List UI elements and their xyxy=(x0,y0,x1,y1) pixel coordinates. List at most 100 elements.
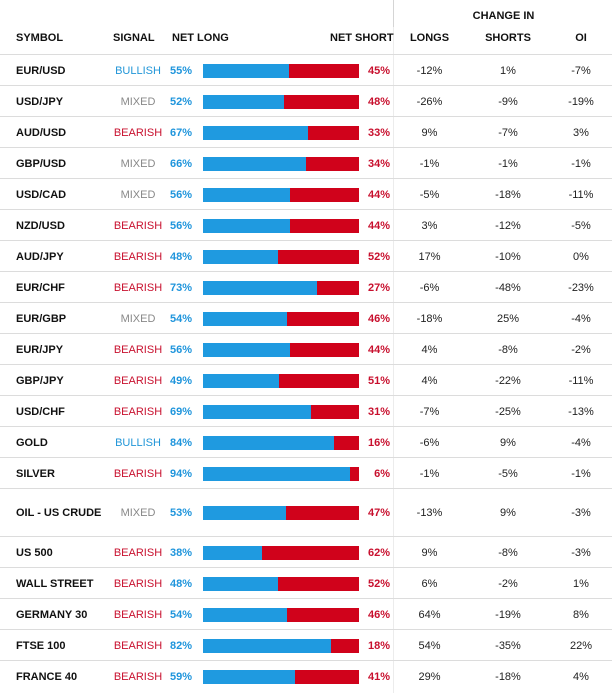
symbol-cell[interactable]: WALL STREET xyxy=(16,577,94,590)
symbol-cell[interactable]: GOLD xyxy=(16,436,48,449)
oi-change-cell: -3% xyxy=(571,507,591,519)
table-row[interactable]: EUR/JPY BEARISH 56% 44% 4% -8% -2% xyxy=(0,333,612,365)
symbol-cell[interactable]: SILVER xyxy=(16,467,55,480)
signal-cell: BEARISH xyxy=(113,670,163,683)
net-short-percent: 44% xyxy=(367,219,390,232)
net-long-bar-fill xyxy=(203,125,308,140)
symbol-cell[interactable]: AUD/USD xyxy=(16,126,67,139)
net-position-bar xyxy=(203,576,359,591)
oi-change-cell: -19% xyxy=(568,95,594,108)
longs-change-cell: -7% xyxy=(419,405,440,418)
symbol-cell[interactable]: GBP/JPY xyxy=(16,374,64,387)
symbol-cell[interactable]: EUR/USD xyxy=(16,64,66,77)
symbol-cell[interactable]: EUR/JPY xyxy=(16,343,64,356)
oi-change-cell: -4% xyxy=(571,312,591,325)
longs-change-cell: -12% xyxy=(416,64,443,77)
net-short-percent: 44% xyxy=(367,188,390,201)
table-row[interactable]: USD/CHF BEARISH 69% 31% -7% -25% -13% xyxy=(0,395,612,427)
table-row[interactable]: FTSE 100 BEARISH 82% 18% 54% -35% 22% xyxy=(0,629,612,661)
symbol-cell[interactable]: USD/CHF xyxy=(16,405,65,418)
change-group-divider xyxy=(393,27,394,693)
net-long-percent: 67% xyxy=(170,126,193,139)
net-position-bar xyxy=(203,94,359,109)
longs-change-cell: 17% xyxy=(418,250,441,263)
net-long-column-header[interactable]: NET LONG xyxy=(172,32,229,44)
net-long-percent: 49% xyxy=(170,374,193,387)
symbol-cell[interactable]: GBP/USD xyxy=(16,157,67,170)
net-long-bar-fill xyxy=(203,280,317,295)
shorts-change-cell: -9% xyxy=(498,95,518,108)
symbol-cell[interactable]: USD/CAD xyxy=(16,188,67,201)
table-row[interactable]: GBP/JPY BEARISH 49% 51% 4% -22% -11% xyxy=(0,364,612,396)
signal-cell: MIXED xyxy=(120,95,156,108)
net-long-percent: 56% xyxy=(170,188,193,201)
table-row[interactable]: AUD/JPY BEARISH 48% 52% 17% -10% 0% xyxy=(0,240,612,272)
table-row[interactable]: AUD/USD BEARISH 67% 33% 9% -7% 3% xyxy=(0,116,612,148)
oi-change-cell: 1% xyxy=(573,577,589,590)
net-position-bar xyxy=(203,669,359,684)
oi-change-cell: -3% xyxy=(571,546,591,559)
longs-change-cell: 9% xyxy=(421,546,438,559)
net-short-percent: 45% xyxy=(367,64,390,77)
net-long-bar-fill xyxy=(203,669,296,684)
signal-cell: BEARISH xyxy=(113,250,163,263)
table-row[interactable]: NZD/USD BEARISH 56% 44% 3% -12% -5% xyxy=(0,209,612,241)
net-short-percent: 41% xyxy=(367,670,390,683)
oi-change-cell: 0% xyxy=(573,250,589,263)
net-long-bar-fill xyxy=(203,311,288,326)
table-row[interactable]: WALL STREET BEARISH 48% 52% 6% -2% 1% xyxy=(0,567,612,599)
table-row[interactable]: GERMANY 30 BEARISH 54% 46% 64% -19% 8% xyxy=(0,598,612,630)
symbol-cell[interactable]: EUR/GBP xyxy=(16,312,67,325)
table-row[interactable]: EUR/CHF BEARISH 73% 27% -6% -48% -23% xyxy=(0,271,612,303)
symbol-cell[interactable]: AUD/JPY xyxy=(16,250,64,263)
net-long-percent: 38% xyxy=(170,546,193,559)
net-long-percent: 56% xyxy=(170,219,193,232)
net-short-column-header[interactable]: NET SHORT xyxy=(330,32,394,44)
table-row[interactable]: US 500 BEARISH 38% 62% 9% -8% -3% xyxy=(0,536,612,568)
net-position-bar xyxy=(203,280,359,295)
shorts-change-cell: -1% xyxy=(498,157,518,170)
table-header: SYMBOL SIGNAL NET LONG NET SHORT LONGS S… xyxy=(0,26,612,54)
longs-change-cell: 9% xyxy=(421,126,438,139)
symbol-cell[interactable]: USD/JPY xyxy=(16,95,64,108)
oi-column-header[interactable]: OI xyxy=(575,32,587,44)
symbol-cell[interactable]: FTSE 100 xyxy=(16,639,66,652)
net-position-bar xyxy=(203,342,359,357)
longs-column-header[interactable]: LONGS xyxy=(409,32,450,44)
net-short-percent: 52% xyxy=(367,577,390,590)
table-row[interactable]: EUR/GBP MIXED 54% 46% -18% 25% -4% xyxy=(0,302,612,334)
table-row[interactable]: EUR/USD BULLISH 55% 45% -12% 1% -7% xyxy=(0,54,612,86)
table-row[interactable]: GBP/USD MIXED 66% 34% -1% -1% -1% xyxy=(0,147,612,179)
net-position-bar xyxy=(203,607,359,622)
symbol-cell[interactable]: OIL - US CRUDE xyxy=(16,507,102,519)
signal-cell: BEARISH xyxy=(113,577,163,590)
symbol-cell[interactable]: NZD/USD xyxy=(16,219,65,232)
shorts-column-header[interactable]: SHORTS xyxy=(485,32,531,44)
symbol-cell[interactable]: EUR/CHF xyxy=(16,281,65,294)
net-long-percent: 55% xyxy=(170,64,193,77)
oi-change-cell: -11% xyxy=(568,188,594,201)
table-row[interactable]: USD/JPY MIXED 52% 48% -26% -9% -19% xyxy=(0,85,612,117)
table-row[interactable]: FRANCE 40 BEARISH 59% 41% 29% -18% 4% xyxy=(0,660,612,692)
signal-cell: MIXED xyxy=(120,507,156,519)
net-short-percent: 33% xyxy=(367,126,390,139)
longs-change-cell: 54% xyxy=(418,639,441,652)
symbol-column-header[interactable]: SYMBOL xyxy=(16,32,64,44)
net-long-percent: 94% xyxy=(170,467,193,480)
shorts-change-cell: -2% xyxy=(498,577,518,590)
shorts-change-cell: -12% xyxy=(495,219,521,232)
net-long-bar-fill xyxy=(203,435,335,450)
symbol-cell[interactable]: GERMANY 30 xyxy=(16,608,88,621)
table-row[interactable]: USD/CAD MIXED 56% 44% -5% -18% -11% xyxy=(0,178,612,210)
symbol-cell[interactable]: FRANCE 40 xyxy=(16,670,78,683)
oi-change-cell: -4% xyxy=(571,436,591,449)
signal-column-header[interactable]: SIGNAL xyxy=(113,32,155,44)
net-long-percent: 54% xyxy=(170,312,193,325)
shorts-change-cell: -22% xyxy=(495,374,521,387)
table-row[interactable]: GOLD BULLISH 84% 16% -6% 9% -4% xyxy=(0,426,612,458)
table-row[interactable]: OIL - US CRUDE MIXED 53% 47% -13% 9% -3% xyxy=(0,488,612,537)
symbol-cell[interactable]: US 500 xyxy=(16,546,53,559)
signal-cell: BEARISH xyxy=(113,405,163,418)
longs-change-cell: -1% xyxy=(419,157,440,170)
table-row[interactable]: SILVER BEARISH 94% 6% -1% -5% -1% xyxy=(0,457,612,489)
